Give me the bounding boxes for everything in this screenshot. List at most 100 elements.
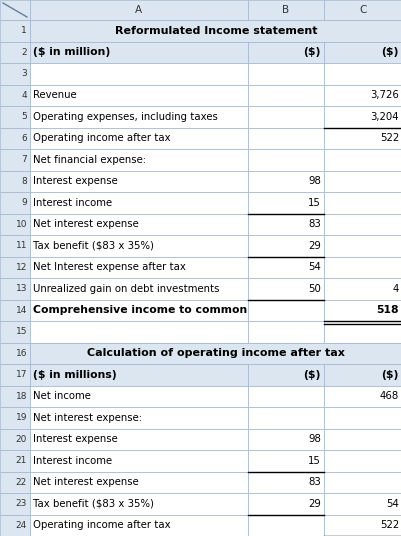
Text: ($ in millions): ($ in millions): [33, 370, 116, 379]
Bar: [323, 257, 401, 278]
Bar: [30, 192, 247, 213]
Bar: [323, 321, 401, 343]
Text: 8: 8: [21, 177, 27, 186]
Bar: [323, 235, 401, 257]
Text: 3: 3: [21, 69, 27, 78]
Bar: [323, 170, 401, 192]
Text: ($): ($): [381, 47, 398, 57]
Text: 14: 14: [16, 306, 27, 315]
Text: 54: 54: [307, 262, 320, 272]
Bar: [30, 428, 247, 450]
Bar: [30, 343, 401, 364]
Bar: [247, 106, 323, 128]
Bar: [247, 450, 323, 472]
Bar: [0, 0, 30, 20]
Bar: [323, 407, 401, 428]
Text: 23: 23: [16, 499, 27, 508]
Text: 9: 9: [21, 198, 27, 207]
Bar: [0, 515, 30, 536]
Bar: [0, 235, 30, 257]
Text: 15: 15: [16, 327, 27, 336]
Bar: [30, 450, 247, 472]
Text: 50: 50: [307, 284, 320, 294]
Bar: [30, 128, 247, 149]
Bar: [247, 257, 323, 278]
Bar: [0, 170, 30, 192]
Bar: [323, 106, 401, 128]
Text: 10: 10: [16, 220, 27, 229]
Bar: [30, 149, 247, 170]
Bar: [247, 63, 323, 85]
Text: 4: 4: [21, 91, 27, 100]
Bar: [0, 321, 30, 343]
Text: 19: 19: [16, 413, 27, 422]
Bar: [0, 85, 30, 106]
Text: Operating expenses, including taxes: Operating expenses, including taxes: [33, 111, 217, 122]
Text: 17: 17: [16, 370, 27, 379]
Bar: [30, 257, 247, 278]
Bar: [30, 41, 247, 63]
Bar: [30, 300, 247, 321]
Text: Net financial expense:: Net financial expense:: [33, 155, 146, 165]
Text: 7: 7: [21, 155, 27, 164]
Bar: [30, 407, 247, 428]
Text: 83: 83: [307, 219, 320, 229]
Text: B: B: [282, 5, 289, 15]
Bar: [0, 385, 30, 407]
Bar: [247, 493, 323, 515]
Text: 98: 98: [307, 176, 320, 186]
Text: 21: 21: [16, 456, 27, 465]
Bar: [247, 515, 323, 536]
Bar: [0, 493, 30, 515]
Bar: [30, 472, 247, 493]
Text: C: C: [358, 5, 366, 15]
Text: 2: 2: [21, 48, 27, 57]
Bar: [30, 106, 247, 128]
Bar: [247, 128, 323, 149]
Text: Interest income: Interest income: [33, 198, 112, 208]
Bar: [247, 407, 323, 428]
Text: 98: 98: [307, 434, 320, 444]
Bar: [323, 192, 401, 213]
Text: 522: 522: [379, 520, 398, 530]
Bar: [30, 213, 247, 235]
Bar: [30, 235, 247, 257]
Bar: [247, 364, 323, 385]
Bar: [323, 213, 401, 235]
Text: 24: 24: [16, 521, 27, 530]
Text: A: A: [135, 5, 142, 15]
Bar: [247, 235, 323, 257]
Text: 18: 18: [16, 392, 27, 401]
Bar: [0, 128, 30, 149]
Bar: [30, 278, 247, 300]
Bar: [247, 170, 323, 192]
Bar: [0, 192, 30, 213]
Text: Comprehensive income to common: Comprehensive income to common: [33, 305, 247, 315]
Bar: [0, 428, 30, 450]
Bar: [323, 149, 401, 170]
Text: Net Interest expense after tax: Net Interest expense after tax: [33, 262, 185, 272]
Bar: [247, 278, 323, 300]
Text: Calculation of operating income after tax: Calculation of operating income after ta…: [87, 348, 344, 358]
Text: Tax benefit ($83 x 35%): Tax benefit ($83 x 35%): [33, 241, 154, 251]
Bar: [0, 300, 30, 321]
Text: ($ in million): ($ in million): [33, 47, 110, 57]
Bar: [30, 63, 247, 85]
Bar: [30, 170, 247, 192]
Text: 22: 22: [16, 478, 27, 487]
Bar: [0, 472, 30, 493]
Bar: [323, 63, 401, 85]
Bar: [0, 149, 30, 170]
Bar: [247, 0, 323, 20]
Text: Net interest expense: Net interest expense: [33, 219, 138, 229]
Text: 83: 83: [307, 477, 320, 487]
Bar: [247, 149, 323, 170]
Text: Interest expense: Interest expense: [33, 434, 117, 444]
Text: Operating income after tax: Operating income after tax: [33, 520, 170, 530]
Bar: [30, 515, 247, 536]
Bar: [0, 213, 30, 235]
Bar: [0, 407, 30, 428]
Text: ($): ($): [303, 47, 320, 57]
Text: 11: 11: [16, 241, 27, 250]
Text: 468: 468: [379, 391, 398, 401]
